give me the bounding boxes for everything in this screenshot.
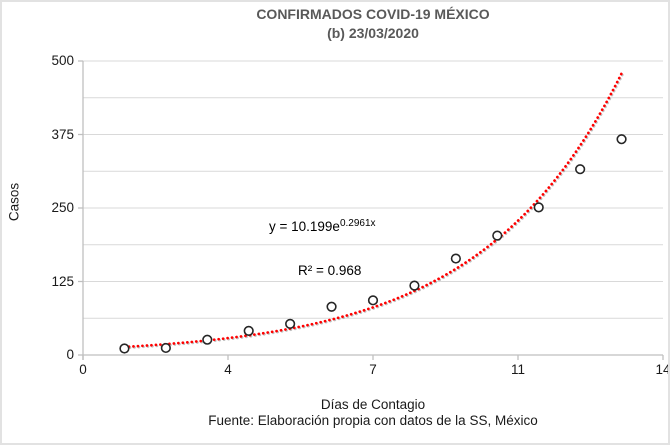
- x-tick-label: 0: [79, 362, 87, 377]
- y-tick-label: 125: [51, 273, 74, 289]
- data-point: [409, 280, 420, 291]
- chart-title: CONFIRMADOS COVID-19 MÉXICO (b) 23/03/20…: [83, 5, 663, 43]
- data-point: [492, 230, 503, 241]
- x-tick-label: 7: [369, 362, 377, 377]
- trendline: [123, 72, 623, 349]
- trendline-equation: y = 10.199e0.2961x: [269, 218, 376, 234]
- data-point: [367, 295, 379, 306]
- data-point: [285, 318, 296, 329]
- y-tick-label: 375: [51, 126, 74, 142]
- x-tick-label: 11: [510, 362, 525, 377]
- data-point: [533, 202, 544, 213]
- chart-title-line1: CONFIRMADOS COVID-19 MÉXICO: [256, 6, 490, 22]
- data-point: [243, 325, 254, 336]
- equation-prefix: y = 10.199e: [269, 219, 340, 234]
- x-axis-title: Días de Contagio: [320, 397, 426, 412]
- y-axis-title: Casos: [6, 182, 22, 222]
- equation-exponent: 0.2961x: [339, 218, 376, 229]
- y-tick-label: 500: [51, 53, 74, 68]
- y-tick-label: 250: [51, 200, 74, 215]
- r-squared-label: R² = 0.968: [298, 263, 362, 278]
- data-point: [202, 334, 213, 345]
- data-point: [575, 164, 586, 175]
- y-tick-label: 0: [66, 347, 74, 362]
- data-point: [160, 342, 171, 354]
- data-point: [616, 134, 627, 145]
- x-tick-label: 4: [224, 362, 232, 377]
- data-point: [326, 301, 337, 312]
- x-tick-label: 14: [655, 362, 670, 377]
- data-point: [119, 343, 130, 354]
- chart-title-line2: (b) 23/03/2020: [327, 25, 419, 41]
- source-caption: Fuente: Elaboración propia con datos de …: [208, 413, 538, 428]
- data-point: [450, 253, 461, 264]
